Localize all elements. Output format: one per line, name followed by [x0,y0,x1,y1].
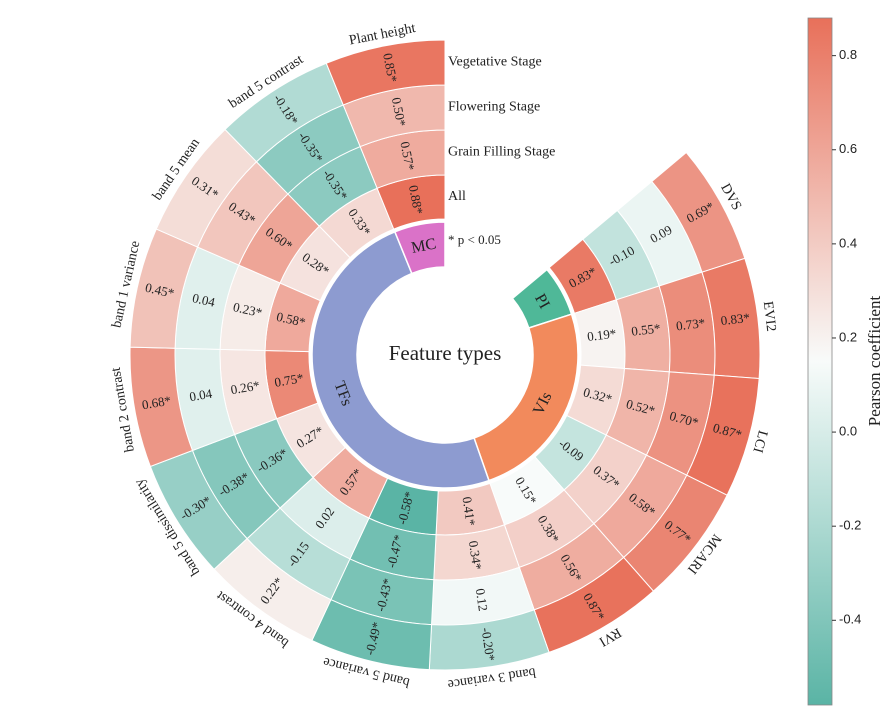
colorbar [807,17,833,706]
colorbar-tick-label: -0.2 [839,518,861,533]
ring-label: Grain Filling Stage [448,145,555,160]
value-label: 0.52* [625,396,657,418]
significance-note: * p < 0.05 [448,232,501,247]
heat-cell [325,39,446,106]
value-label: 0.68* [141,393,172,413]
value-label: 0.23* [232,299,264,320]
value-label: 0.55* [630,320,661,338]
value-label: 0.87* [711,420,743,442]
colorbar-tick-label: 0.6 [839,141,857,156]
category-label: EVI2 [760,301,778,333]
category-label: LCI [749,429,770,455]
colorbar-tick-label: 0.2 [839,329,857,344]
value-label: 0.32* [582,384,614,406]
value-label: 0.50* [389,96,409,128]
colorbar-label: Pearson coefficient [865,296,884,427]
ring-label: Vegetative Stage [448,55,542,70]
value-label: 0.04 [188,386,213,405]
value-label: 0.85* [380,52,400,84]
colorbar-tick-label: 0.8 [839,47,857,62]
value-label: 0.58* [275,309,307,330]
ring-label: Flowering Stage [448,100,540,115]
value-label: 0.12 [473,587,491,612]
value-label: 0.45* [144,280,176,301]
group-segment [311,230,490,489]
value-label: 0.57* [397,140,417,172]
value-label: 0.04 [191,290,217,310]
value-label: 0.88* [406,184,426,216]
colorbar-tick-label: -0.4 [839,612,861,627]
colorbar-tick-label: 0.4 [839,235,857,250]
value-label: 0.70* [668,408,700,430]
value-label: 0.73* [675,315,706,333]
group-segment [393,221,446,275]
value-label: 0.41* [460,496,479,527]
group-label: MC [410,236,438,257]
ring-label: All [448,189,466,204]
value-label: 0.26* [229,378,260,398]
value-label: 0.75* [273,370,304,390]
value-label: 0.34* [466,540,485,571]
colorbar-tick-label: 0.0 [839,424,857,439]
value-label: -0.20* [478,627,498,662]
value-label: 0.19* [586,326,617,344]
value-label: 0.83* [720,310,751,328]
center-title: Feature types [389,341,502,365]
